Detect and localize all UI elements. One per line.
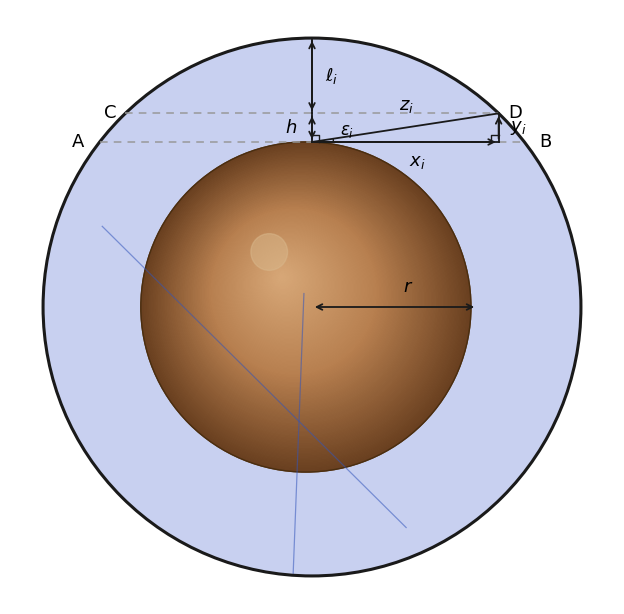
Text: C: C xyxy=(104,104,116,122)
Circle shape xyxy=(188,187,407,406)
Circle shape xyxy=(172,172,428,428)
Circle shape xyxy=(217,214,369,367)
Circle shape xyxy=(192,191,402,401)
Circle shape xyxy=(185,184,412,411)
Text: A: A xyxy=(72,133,84,151)
Circle shape xyxy=(171,171,431,430)
Circle shape xyxy=(158,159,447,448)
Circle shape xyxy=(273,268,293,289)
Circle shape xyxy=(225,223,357,355)
Circle shape xyxy=(275,270,291,286)
Circle shape xyxy=(157,157,450,450)
Circle shape xyxy=(193,192,400,398)
Text: $r$: $r$ xyxy=(402,278,413,296)
Circle shape xyxy=(144,146,466,467)
Circle shape xyxy=(182,181,416,416)
Circle shape xyxy=(243,239,334,330)
Circle shape xyxy=(251,234,288,270)
Circle shape xyxy=(250,246,324,321)
Circle shape xyxy=(280,274,284,279)
Circle shape xyxy=(148,149,461,462)
Circle shape xyxy=(187,185,409,408)
Circle shape xyxy=(153,154,454,455)
Circle shape xyxy=(43,38,581,576)
Circle shape xyxy=(215,212,371,370)
Circle shape xyxy=(253,249,319,316)
Text: B: B xyxy=(540,133,552,151)
Circle shape xyxy=(183,182,414,413)
Text: D: D xyxy=(508,104,522,122)
Circle shape xyxy=(271,266,296,291)
Text: $y_i$: $y_i$ xyxy=(510,119,526,137)
Circle shape xyxy=(180,179,419,418)
Circle shape xyxy=(262,258,308,303)
Circle shape xyxy=(213,211,374,372)
Circle shape xyxy=(222,219,362,360)
Circle shape xyxy=(255,251,317,313)
Circle shape xyxy=(234,231,346,343)
Circle shape xyxy=(200,199,391,389)
Circle shape xyxy=(232,230,348,345)
Circle shape xyxy=(229,226,353,350)
Circle shape xyxy=(227,224,355,352)
Circle shape xyxy=(208,206,381,379)
Circle shape xyxy=(163,164,440,440)
Circle shape xyxy=(143,144,469,470)
Circle shape xyxy=(238,235,341,338)
Circle shape xyxy=(220,217,364,362)
Text: $\varepsilon_i$: $\varepsilon_i$ xyxy=(339,122,354,140)
Circle shape xyxy=(276,271,288,284)
Circle shape xyxy=(218,216,367,365)
Circle shape xyxy=(155,155,452,453)
Circle shape xyxy=(169,169,433,433)
Circle shape xyxy=(269,265,298,293)
Circle shape xyxy=(206,204,383,381)
Circle shape xyxy=(167,167,436,435)
Circle shape xyxy=(146,147,464,465)
Circle shape xyxy=(258,255,312,308)
Circle shape xyxy=(236,233,343,340)
Text: $x_i$: $x_i$ xyxy=(409,153,426,171)
Circle shape xyxy=(178,177,421,421)
Circle shape xyxy=(190,189,404,403)
Circle shape xyxy=(199,198,392,391)
Circle shape xyxy=(267,263,300,296)
Circle shape xyxy=(204,203,386,384)
Text: $z_i$: $z_i$ xyxy=(399,98,414,115)
Circle shape xyxy=(248,244,326,323)
Circle shape xyxy=(165,166,438,438)
Circle shape xyxy=(162,162,442,443)
Text: $\ell_i$: $\ell_i$ xyxy=(326,66,339,86)
Circle shape xyxy=(278,273,286,281)
Circle shape xyxy=(152,152,457,457)
Circle shape xyxy=(211,209,376,375)
Circle shape xyxy=(251,248,322,318)
Text: $h$: $h$ xyxy=(285,119,297,137)
Circle shape xyxy=(197,196,395,394)
Circle shape xyxy=(260,256,310,306)
Circle shape xyxy=(264,260,305,301)
Circle shape xyxy=(141,142,471,472)
Circle shape xyxy=(176,176,424,423)
Circle shape xyxy=(245,241,331,328)
Circle shape xyxy=(210,208,379,376)
Circle shape xyxy=(223,221,359,357)
Circle shape xyxy=(246,243,329,325)
Circle shape xyxy=(239,236,338,335)
Circle shape xyxy=(202,201,388,386)
Circle shape xyxy=(195,194,397,396)
Circle shape xyxy=(257,253,314,311)
Circle shape xyxy=(150,150,459,460)
Circle shape xyxy=(266,262,303,298)
Circle shape xyxy=(160,160,445,445)
Circle shape xyxy=(230,228,350,348)
Circle shape xyxy=(241,238,336,333)
Circle shape xyxy=(174,174,426,426)
